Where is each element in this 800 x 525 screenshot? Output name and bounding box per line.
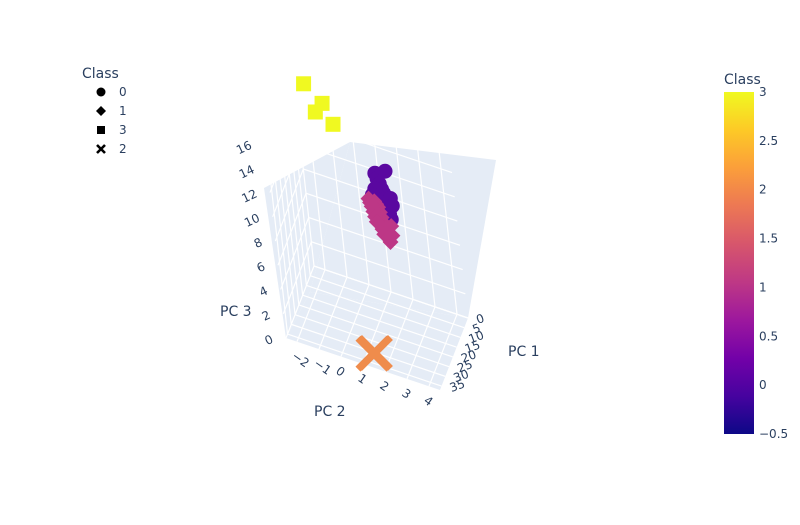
marker-class-3-2 [314, 95, 330, 111]
data-markers [296, 76, 401, 372]
z-tick-label-5: 10 [242, 211, 262, 230]
grid-line-z-8 [264, 71, 447, 145]
colorbar-tick-label-1: 2.5 [759, 134, 778, 148]
colorbar: Class 3 2.5 2 1.5 1 0.5 0 −0.5 [724, 72, 788, 441]
left-wall-panel [264, 142, 350, 338]
legend-items: 0 1 3 2 [96, 85, 127, 156]
z-tick-label-7: 14 [237, 162, 257, 181]
z-axis-ticks: 0 2 4 6 8 10 12 14 16 [234, 138, 275, 348]
colorbar-tick-label-5: 0.5 [759, 329, 778, 343]
grid-lines [264, 65, 469, 387]
colorbar-tick-label-2: 2 [759, 183, 767, 197]
colorbar-tick-label-0: 3 [759, 85, 767, 99]
y-tick-label-6: 4 [421, 393, 435, 409]
y-tick-label-0: −2 [289, 349, 312, 371]
grid-line-z-2 [280, 216, 463, 290]
legend-item-0[interactable]: 0 [96, 85, 127, 99]
colorbar-tick-label-7: −0.5 [759, 427, 788, 441]
x-tick-label-1: 5 [470, 321, 482, 337]
colorbar-tick-label-6: 0 [759, 378, 767, 392]
x-tick-label-3: 15 [463, 338, 482, 356]
z-tick-label-3: 6 [254, 259, 267, 275]
legend-diamond-icon [96, 106, 106, 116]
legend-item-2[interactable]: 2 [96, 142, 127, 156]
x-tick-label-6: 30 [452, 367, 471, 385]
legend-x-icon [96, 144, 106, 154]
x-tick-label-0: 0 [474, 311, 486, 327]
legend-label: 0 [119, 85, 127, 99]
z-tick-label-2: 4 [257, 284, 270, 300]
y-tick-label-5: 3 [399, 386, 413, 402]
y-tick-label-4: 2 [377, 378, 391, 394]
legend-label: 2 [119, 142, 127, 156]
legend-item-1[interactable]: 1 [96, 104, 127, 118]
grid-line-z-7 [266, 95, 450, 169]
colorbar-gradient [724, 92, 754, 434]
colorbar-title: Class [724, 72, 761, 88]
x-tick-label-7: 35 [448, 377, 467, 395]
grid-line-z-1 [282, 241, 466, 314]
scene-panels [264, 142, 496, 390]
z-tick-label-4: 8 [252, 235, 265, 251]
y-tick-label-2: 0 [333, 364, 347, 380]
x-tick-label-5: 25 [455, 357, 474, 375]
grid-line-z-3 [277, 192, 461, 266]
z-tick-label-1: 2 [260, 308, 273, 324]
z-axis-title: PC 3 [220, 304, 252, 320]
x-axis-title: PC 1 [508, 344, 540, 360]
grid-line-z-0 [285, 265, 469, 339]
y-axis-title: PC 2 [314, 404, 346, 420]
marker-class-1-22 [383, 218, 400, 235]
marker-class-1-20 [368, 213, 385, 230]
marker-class-3-0 [296, 76, 312, 92]
colorbar-tick-label-4: 1 [759, 280, 767, 294]
z-tick-label-8: 16 [234, 138, 254, 157]
legend-label: 1 [119, 104, 127, 118]
x-tick-label-4: 20 [459, 347, 478, 365]
colorbar-tick-label-3: 1.5 [759, 232, 778, 246]
grid-line-z-5 [272, 144, 455, 218]
marker-class-0-17 [377, 163, 393, 179]
legend-title: Class [82, 66, 119, 82]
legend-circle-icon [96, 87, 106, 97]
marker-class-3-3 [325, 116, 341, 132]
legend-square-icon [97, 126, 105, 134]
back-wall-panel [310, 142, 496, 318]
legend-item-3[interactable]: 3 [97, 123, 127, 137]
y-tick-label-3: 1 [355, 371, 369, 387]
marker-class-1-23 [384, 227, 401, 244]
colorbar-ticks: 3 2.5 2 1.5 1 0.5 0 −0.5 [759, 85, 788, 441]
marker-class-2-1 [357, 334, 393, 371]
z-tick-label-0: 0 [262, 332, 275, 348]
z-tick-label-6: 12 [240, 187, 260, 206]
x-tick-label-2: 10 [467, 328, 486, 346]
legend: Class 0 1 3 2 [82, 66, 127, 156]
grid-line-z-4 [274, 168, 458, 242]
y-tick-label-1: −1 [311, 356, 334, 378]
grid-line-z-6 [269, 119, 453, 193]
legend-label: 3 [119, 123, 127, 137]
